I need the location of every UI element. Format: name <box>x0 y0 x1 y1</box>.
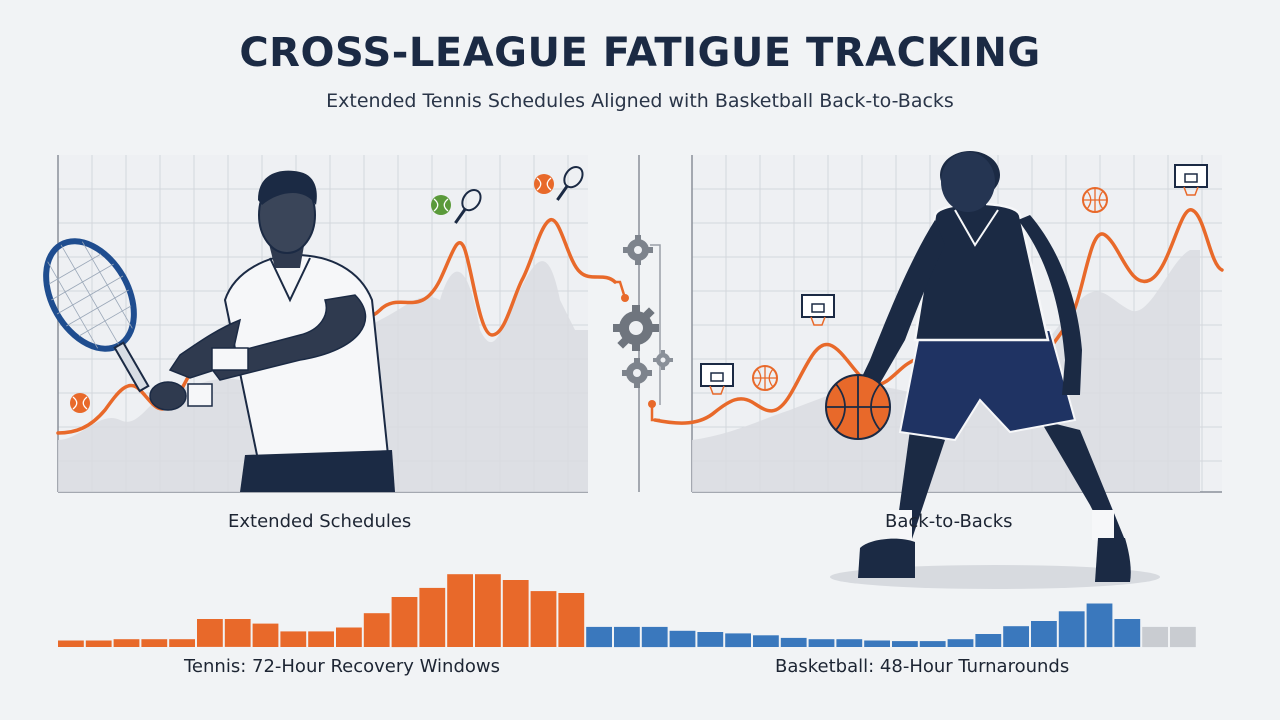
basketball-turnaround-bar <box>725 633 751 648</box>
tennis-recovery-bar <box>336 627 362 647</box>
basketball-icon <box>1082 187 1108 213</box>
basketball-turnaround-bar <box>641 626 668 648</box>
recovery-bar-strip <box>58 574 1196 648</box>
basketball-turnaround-bar <box>669 630 696 648</box>
tennis-racket-icon <box>556 165 584 201</box>
basketball-turnaround-bar <box>697 632 724 647</box>
basketball-turnaround-bar <box>614 626 640 648</box>
gear-icon <box>653 350 673 370</box>
gear-icon <box>623 235 653 265</box>
basketball-icon <box>825 374 891 440</box>
tennis-recovery-bar <box>363 613 390 647</box>
tennis-recovery-bar <box>58 640 84 647</box>
basketball-turnaround-bar <box>975 634 1002 647</box>
basketball-turnaround-bar <box>947 639 974 647</box>
page-title: CROSS-LEAGUE FATIGUE TRACKING <box>239 30 1041 76</box>
tennis-recovery-bar <box>224 619 251 647</box>
neutral-bar <box>1170 626 1196 648</box>
basketball-icon <box>752 365 778 391</box>
back-to-backs-label: Back-to-Backs <box>885 511 1013 532</box>
tennis-ball-icon <box>431 195 451 215</box>
basketball-turnaround-bar <box>753 635 779 647</box>
basketball-turnaround-label: Basketball: 48-Hour Turnarounds <box>775 656 1070 677</box>
tennis-recovery-bar <box>169 639 195 647</box>
hoop-icon <box>801 294 835 326</box>
tennis-recovery-bar <box>475 574 501 647</box>
neutral-bar <box>1142 626 1168 648</box>
tennis-recovery-bar <box>530 591 557 647</box>
tennis-ball-icon <box>70 393 90 413</box>
extended-schedules-label: Extended Schedules <box>228 511 412 532</box>
basketball-turnaround-bar <box>919 641 946 647</box>
tennis-racket-icon <box>454 188 482 224</box>
tennis-recovery-bar <box>419 587 446 647</box>
center-connector <box>613 155 673 492</box>
tennis-recovery-bar <box>391 597 418 648</box>
tennis-recovery-label: Tennis: 72-Hour Recovery Windows <box>184 656 501 677</box>
basketball-turnaround-bar <box>864 640 890 647</box>
tennis-recovery-bar <box>447 574 473 647</box>
basketball-turnaround-bar <box>1003 626 1029 647</box>
tennis-player-illustration <box>43 170 395 492</box>
tennis-recovery-bar <box>558 593 585 647</box>
basketball-turnaround-bar <box>1114 619 1141 647</box>
tennis-recovery-bar <box>113 639 140 647</box>
tennis-recovery-bar <box>141 639 168 647</box>
basketball-turnaround-bar <box>780 637 807 647</box>
basketball-player-illustration <box>825 151 1160 589</box>
tennis-ball-icon <box>534 174 554 194</box>
basketball-turnaround-bar <box>1031 621 1057 647</box>
basketball-turnaround-bar <box>1058 611 1085 648</box>
gear-icon <box>622 358 652 388</box>
tennis-recovery-bar <box>197 619 223 647</box>
basketball-turnaround-bar <box>892 641 918 647</box>
hoop-icon <box>700 363 734 395</box>
basketball-turnaround-bar <box>836 639 863 647</box>
basketball-turnaround-bar <box>1086 603 1113 648</box>
tennis-recovery-bar <box>308 631 334 647</box>
basketball-turnaround-bar <box>808 639 835 647</box>
tennis-recovery-bar <box>280 631 307 647</box>
tennis-recovery-bar <box>502 580 529 647</box>
page-subtitle: Extended Tennis Schedules Aligned with B… <box>326 90 954 112</box>
gear-icon <box>613 305 659 351</box>
basketball-turnaround-bar <box>586 626 612 648</box>
hoop-icon <box>1174 164 1208 196</box>
tennis-recovery-bar <box>85 640 112 647</box>
tennis-recovery-bar <box>252 623 279 647</box>
